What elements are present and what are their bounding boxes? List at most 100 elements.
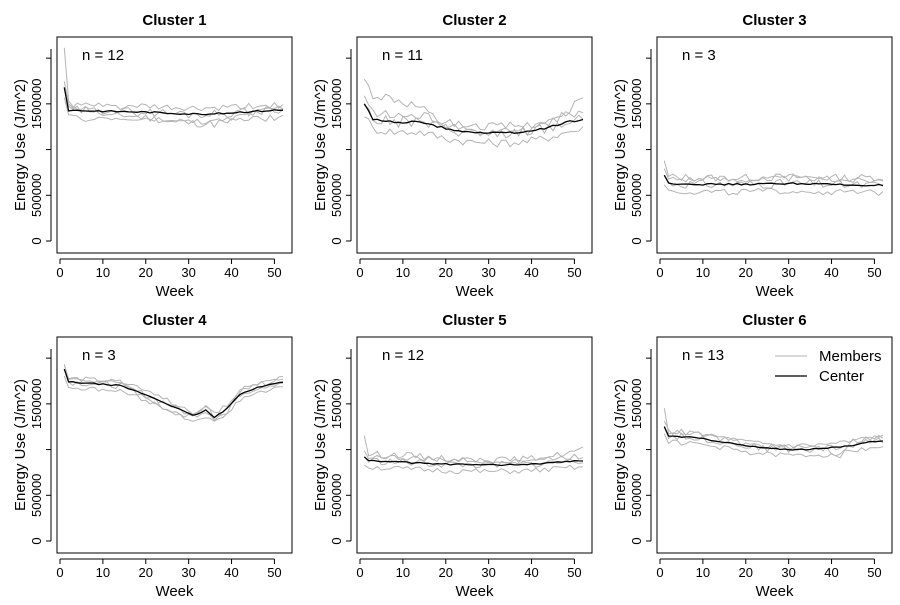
x-tick-label: 20 — [739, 565, 753, 580]
x-axis-label: Week — [755, 283, 794, 300]
member-line — [363, 78, 584, 139]
plot-box — [656, 336, 893, 554]
n-label: n = 3 — [82, 347, 116, 364]
x-axis-label: Week — [455, 283, 494, 300]
center-line — [63, 368, 284, 419]
x-tick-label: 30 — [781, 565, 795, 580]
member-line — [363, 95, 584, 131]
n-label: n = 11 — [382, 47, 423, 64]
center-line — [63, 87, 284, 116]
y-tick-label: 1500000 — [629, 379, 644, 430]
y-tick-label: 0 — [29, 237, 44, 244]
panel-6: Cluster 6 n = 13 0 10 20 30 40 50 Week 0 500000 150… — [612, 312, 893, 600]
panel-2: Cluster 2 n = 11 0 10 20 30 40 50 Week 0 500000 150… — [312, 12, 593, 300]
x-tick-label: 30 — [781, 265, 795, 280]
member-line — [663, 184, 884, 197]
n-label: n = 13 — [682, 347, 724, 364]
x-tick-label: 0 — [56, 265, 63, 280]
plot-box — [656, 36, 893, 254]
y-axis-label: Energy Use (J/m^2) — [312, 379, 329, 511]
legend-label: Members — [819, 348, 882, 365]
panel-3: Cluster 3 n = 3 0 10 20 30 40 50 Week 0 500000 1500… — [612, 12, 893, 300]
y-tick-label: 1500000 — [29, 79, 44, 130]
center-line — [663, 174, 884, 187]
x-tick-label: 30 — [181, 565, 195, 580]
x-tick-label: 20 — [139, 565, 153, 580]
panel-title: Cluster 5 — [442, 312, 506, 329]
member-line — [663, 433, 884, 458]
x-axis-label: Week — [155, 583, 194, 600]
y-tick-label: 500000 — [329, 174, 344, 217]
plot-box — [356, 336, 593, 554]
y-tick-label: 500000 — [29, 174, 44, 217]
member-line — [363, 450, 584, 464]
y-axis-label: Energy Use (J/m^2) — [312, 79, 329, 211]
plot-box — [356, 36, 593, 254]
x-tick-label: 40 — [824, 565, 838, 580]
n-label: n = 12 — [82, 47, 124, 64]
x-tick-label: 40 — [524, 565, 538, 580]
y-axis-label: Energy Use (J/m^2) — [12, 379, 29, 511]
member-line — [63, 97, 284, 125]
x-tick-label: 0 — [356, 265, 363, 280]
member-line — [63, 364, 284, 415]
x-tick-label: 20 — [139, 265, 153, 280]
y-tick-label: 0 — [629, 237, 644, 244]
center-line — [363, 456, 584, 467]
panel-4: Cluster 4 n = 3 0 10 20 30 40 50 Week 0 500000 1500… — [12, 312, 293, 600]
x-tick-label: 10 — [696, 565, 710, 580]
member-line — [364, 464, 583, 475]
center-line — [663, 426, 884, 451]
y-axis-label: Energy Use (J/m^2) — [12, 79, 29, 211]
x-tick-label: 10 — [96, 565, 110, 580]
member-line — [63, 375, 284, 422]
panel-1: Cluster 1 n = 12 0 10 20 30 40 50 Week 0 500000 150… — [12, 12, 293, 300]
x-tick-label: 20 — [439, 565, 453, 580]
member-line — [663, 420, 884, 448]
x-axis-label: Week — [755, 583, 794, 600]
member-line — [63, 81, 284, 112]
y-tick-label: 0 — [629, 537, 644, 544]
x-tick-label: 40 — [824, 265, 838, 280]
x-tick-label: 30 — [481, 265, 495, 280]
x-tick-label: 10 — [96, 265, 110, 280]
panel-title: Cluster 3 — [742, 12, 806, 29]
y-tick-label: 0 — [329, 537, 344, 544]
plot-box — [56, 336, 293, 554]
y-tick-label: 1500000 — [329, 379, 344, 430]
x-tick-label: 30 — [481, 565, 495, 580]
y-tick-label: 0 — [329, 237, 344, 244]
panel-title: Cluster 1 — [142, 12, 206, 29]
member-line — [63, 369, 284, 422]
member-line — [663, 168, 884, 184]
panel-title: Cluster 6 — [742, 312, 806, 329]
x-tick-label: 30 — [181, 265, 195, 280]
y-tick-label: 500000 — [329, 474, 344, 517]
x-tick-label: 50 — [567, 565, 581, 580]
x-tick-label: 0 — [656, 565, 663, 580]
member-line — [363, 456, 584, 469]
plot-box — [56, 36, 293, 254]
panel-5: Cluster 5 n = 12 0 10 20 30 40 50 Week 0 500000 150… — [312, 312, 593, 600]
x-tick-label: 0 — [656, 265, 663, 280]
y-tick-label: 0 — [29, 537, 44, 544]
legend-label: Center — [819, 368, 864, 385]
x-tick-label: 20 — [439, 265, 453, 280]
y-tick-label: 500000 — [629, 474, 644, 517]
y-axis-label: Energy Use (J/m^2) — [612, 379, 629, 511]
x-tick-label: 50 — [867, 265, 881, 280]
x-tick-label: 20 — [739, 265, 753, 280]
center-line — [363, 103, 584, 134]
panel-title: Cluster 4 — [142, 312, 207, 329]
x-tick-label: 0 — [356, 565, 363, 580]
y-tick-label: 1500000 — [629, 79, 644, 130]
legend: Members Center — [775, 348, 882, 385]
y-tick-label: 1500000 — [329, 79, 344, 130]
y-tick-label: 500000 — [29, 474, 44, 517]
panel-title: Cluster 2 — [442, 12, 506, 29]
x-tick-label: 40 — [224, 565, 238, 580]
y-axis-label: Energy Use (J/m^2) — [612, 79, 629, 211]
x-axis-label: Week — [155, 283, 194, 300]
